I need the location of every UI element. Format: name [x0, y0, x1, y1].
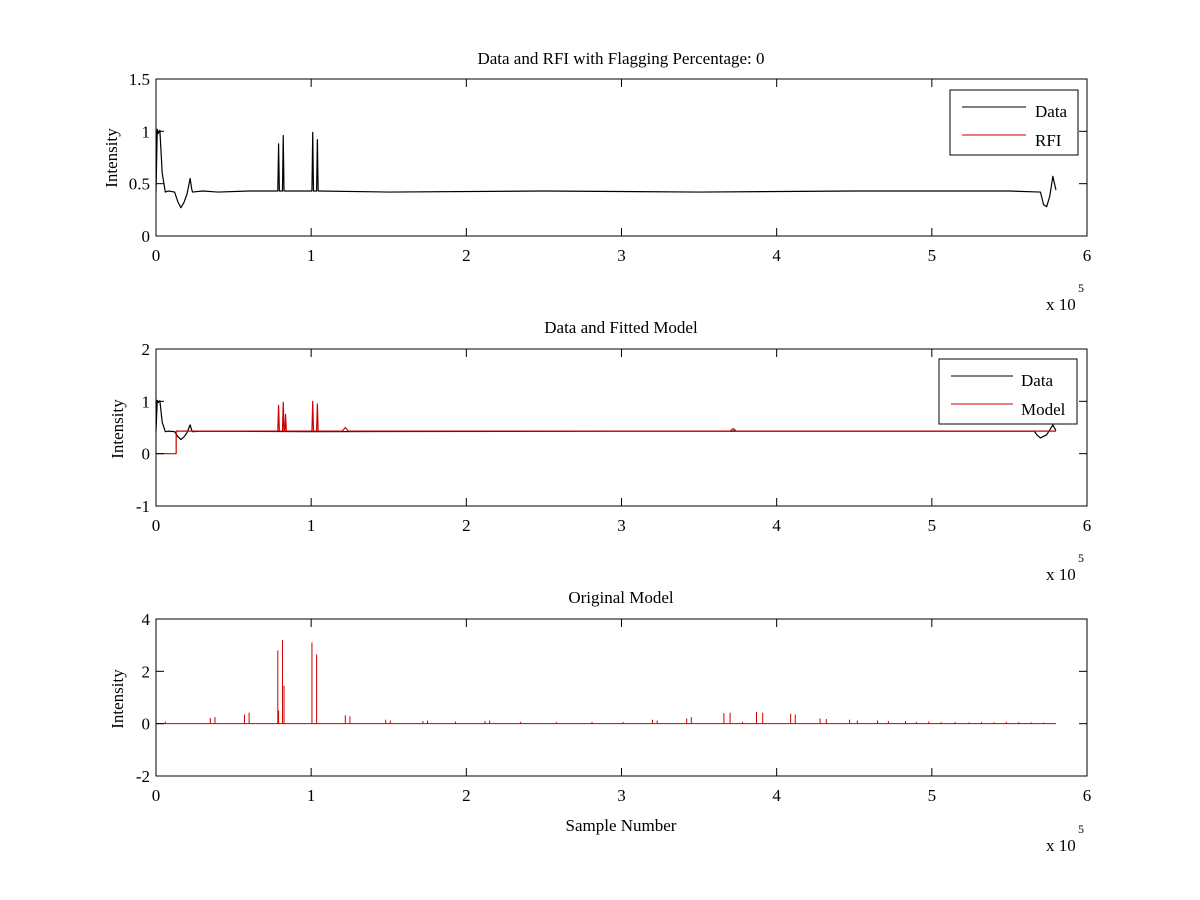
- plot-2-ytick-label-1: 0: [142, 445, 151, 464]
- plot-2-ytick-label-3: 2: [142, 340, 151, 359]
- plot-3-series-group: [156, 639, 1056, 725]
- plot-3-xtick-label-4: 4: [772, 786, 781, 805]
- plot-1-ytick-label-0: 0: [142, 227, 151, 246]
- subplot-3-ylabel: Intensity: [108, 669, 127, 729]
- plot-1-series-group: [156, 128, 1057, 209]
- plot-2-series-group: [156, 399, 1057, 455]
- legend-1-label-data: Data: [1035, 102, 1068, 121]
- plot-1-xtick-label-6: 6: [1083, 246, 1092, 265]
- subplot-2-exponent-power: 5: [1078, 551, 1084, 565]
- plot-1-xtick-label-2: 2: [462, 246, 471, 265]
- plot-2-series-data-line: [156, 399, 1057, 441]
- subplot-3-exponent: x 10: [1046, 836, 1076, 855]
- plot-2-xtick-label-2: 2: [462, 516, 471, 535]
- subplot-2-ylabel: Intensity: [108, 399, 127, 459]
- plot-3-ytick-label-3: 4: [142, 610, 151, 629]
- plot-3-xtick-label-1: 1: [307, 786, 316, 805]
- plot-3-xtick-label-0: 0: [152, 786, 161, 805]
- plot-2-xtick-label-4: 4: [772, 516, 781, 535]
- legend-1-label-rfi: RFI: [1035, 131, 1062, 150]
- plot-2-ytick-label-2: 1: [142, 392, 151, 411]
- subplot-2-title: Data and Fitted Model: [544, 318, 698, 337]
- plot-2-xtick-label-5: 5: [928, 516, 937, 535]
- subplot-3-exponent-power: 5: [1078, 822, 1084, 836]
- plot-1-ytick-label-1: 0.5: [129, 175, 150, 194]
- subplot-1: Data and RFI with Flagging Percentage: 0…: [102, 49, 1091, 314]
- subplot-1-ylabel: Intensity: [102, 128, 121, 188]
- plot-2-xtick-label-6: 6: [1083, 516, 1092, 535]
- plot-2-xtick-label-0: 0: [152, 516, 161, 535]
- subplot-3-title: Original Model: [568, 588, 674, 607]
- plot-1-ytick-label-2: 1: [142, 122, 151, 141]
- subplot-2-legend: Data Model: [938, 358, 1078, 425]
- subplot-2: Data and Fitted Model Intensity 0 1 2 3 4 5 6 -…: [108, 318, 1091, 584]
- plot-3-ytick-label-0: -2: [136, 767, 150, 786]
- plot-1-ytick-label-3: 1.5: [129, 70, 150, 89]
- legend-1-box: [949, 89, 1079, 156]
- subplot-1-exponent: x 10: [1046, 295, 1076, 314]
- plot-2-xtick-label-1: 1: [307, 516, 316, 535]
- plot-1-xtick-label-0: 0: [152, 246, 161, 265]
- plot-1-xtick-label-5: 5: [928, 246, 937, 265]
- legend-2-label-model: Model: [1021, 400, 1066, 419]
- subplot-3: Original Model Intensity Sample Number 0…: [108, 588, 1091, 855]
- subplot-1-exponent-power: 5: [1078, 281, 1084, 295]
- plot-3-xtick-label-5: 5: [928, 786, 937, 805]
- plot-3-xtick-label-2: 2: [462, 786, 471, 805]
- subplot-3-xlabel: Sample Number: [566, 816, 677, 835]
- subplot-2-exponent: x 10: [1046, 565, 1076, 584]
- plot-2-xtick-label-3: 3: [617, 516, 626, 535]
- plot-1-series-data-line: [156, 128, 1057, 209]
- subplot-1-legend: Data RFI: [949, 89, 1079, 156]
- plot-1-xtick-label-3: 3: [617, 246, 626, 265]
- plot-3-ytick-label-2: 2: [142, 662, 151, 681]
- plot-3-xtick-label-3: 3: [617, 786, 626, 805]
- plot-3-ytick-label-1: 0: [142, 715, 151, 734]
- plot-1-xtick-label-4: 4: [772, 246, 781, 265]
- subplot-1-plot: 0 1 2 3 4 5 6 0 0.5 1 1.5: [129, 70, 1092, 265]
- plot-1-xtick-label-1: 1: [307, 246, 316, 265]
- plot-2-ytick-label-0: -1: [136, 497, 150, 516]
- legend-2-label-data: Data: [1021, 371, 1054, 390]
- subplot-1-title: Data and RFI with Flagging Percentage: 0: [477, 49, 764, 68]
- legend-2-box: [938, 358, 1078, 425]
- plot-2-series-model-line: [156, 400, 1056, 455]
- plot-3-xtick-label-6: 6: [1083, 786, 1092, 805]
